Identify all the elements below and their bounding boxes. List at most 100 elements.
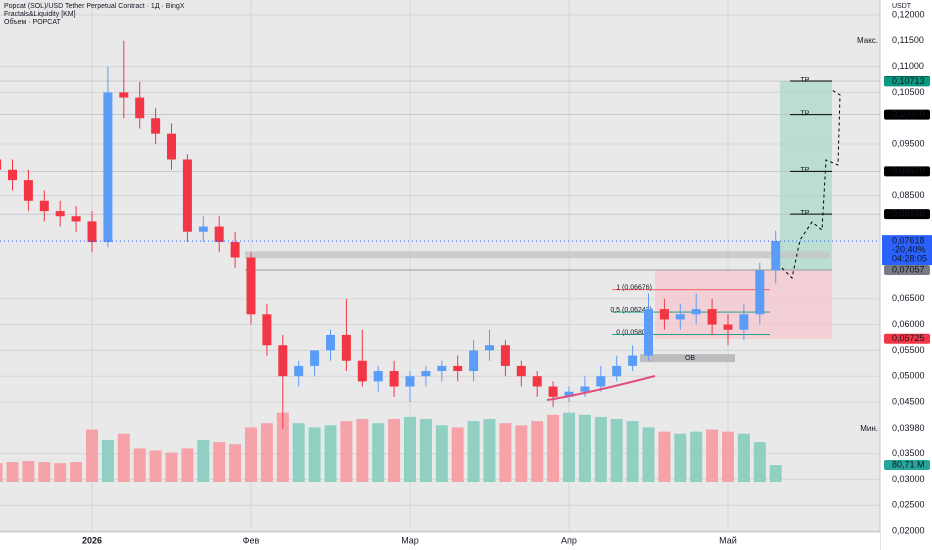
volume-bar [419,419,432,482]
volume-bar [292,423,305,482]
candle-body [500,345,510,366]
volume-bar [149,450,162,482]
volume-bar [753,442,766,482]
candle-body [23,180,33,201]
volume-bar [86,429,98,482]
price-badge [884,333,930,344]
volume-title: Объем · POPCAT [4,18,62,26]
y-tick-label: 0,08500 [892,190,925,200]
volume-bar [563,412,575,482]
y-tick-label: 0,09500 [892,138,925,148]
y-tick-label: 0,03000 [892,474,925,484]
fib-label: 0 (0,05809) [616,329,652,336]
volume-bar [372,423,385,482]
candle-body [580,386,590,392]
ob-label: OB [685,355,695,362]
candle-body [628,355,638,366]
volume-bar [260,423,273,482]
trend-curve [546,375,656,401]
y-tick-label: 0,06500 [892,293,925,303]
time-axis [0,532,880,550]
tp-label: TP [801,210,810,217]
candle-body [167,133,176,160]
volume-bar [674,433,687,482]
indicator-title: Fractals&Liquidity [KM] [4,11,76,18]
order-block [640,354,735,363]
candle-body [310,350,320,366]
y-tick-label: 0,02000 [892,525,925,535]
price-badge [884,209,930,220]
volume-bar [547,414,560,482]
candle-body [485,345,494,351]
price-badge-label: 0,08140 [892,209,925,219]
price-badge-label: 0,10713 [892,76,925,86]
candle-body [707,309,717,325]
y-tick-label: 0,06000 [892,319,925,329]
price-badge [884,35,930,46]
last-price-change: -20,40% [892,244,926,254]
target-zone [780,81,832,271]
volume-bar [181,448,194,482]
candle-body [214,226,224,243]
price-badge-label: 0,11500 [892,35,924,45]
volume-bar [276,412,289,482]
volume-bar [117,433,130,482]
price-badge-label: 0,03980 [892,423,925,433]
candle-body [421,371,431,377]
volume-bar [388,419,401,482]
price-badge [884,166,930,177]
candle-body [87,221,97,243]
candle-body [516,365,526,377]
volume-bar [340,421,353,482]
volume-bar [658,431,671,482]
candle-body [357,360,367,382]
price-badge-label: 0,08970 [892,166,925,176]
candle-body [755,270,765,315]
y-tick-label: 0,02500 [892,500,925,510]
y-tick-label: 0,03500 [892,448,925,458]
candle-body [119,92,129,98]
volume-badge [884,460,930,471]
candle-body [103,92,113,243]
volume-bar [324,425,337,482]
volume-bar [435,425,448,482]
y-tick-label: 0,11000 [892,61,924,71]
price-badge [884,265,930,276]
y-tick-label: 0,05000 [892,371,925,381]
candle-body [771,241,781,271]
x-tick-label: 2026 [82,535,102,545]
price-badge [884,76,930,87]
volume-bar [626,421,639,482]
last-price-badge [882,235,932,266]
candle-body [278,345,288,377]
candle-body [294,365,304,377]
volume-bar [467,421,480,482]
candle-body [341,334,351,361]
candle-body [596,376,606,387]
currency: USDT [892,3,912,10]
fib-label: 0,5 (0,06243) [610,307,652,314]
fib-label: 1 (0,06676) [616,285,652,292]
volume-bar [451,427,464,482]
volume-bar [483,419,496,482]
candle-body [612,365,622,377]
candle-body [135,97,145,119]
volume-bar [70,462,83,482]
last-price-label: 0,07618 [892,235,925,245]
candle-body [151,118,161,134]
y-tick-label: 0,10500 [892,87,925,97]
volume-bar [0,463,3,482]
candle-body [691,309,701,315]
candle-body [326,334,335,351]
candle-body [230,242,240,258]
volume-bar [101,440,114,482]
candle-body [182,159,192,232]
volume-bar [54,463,67,482]
candle-body [262,314,272,346]
volume-bar [356,419,369,482]
candle-body [0,159,2,170]
candle-body [373,371,383,382]
volume-bar [499,423,512,482]
price-tag: Макс. [857,36,878,45]
price-badge-label: 0,07057 [892,264,925,274]
